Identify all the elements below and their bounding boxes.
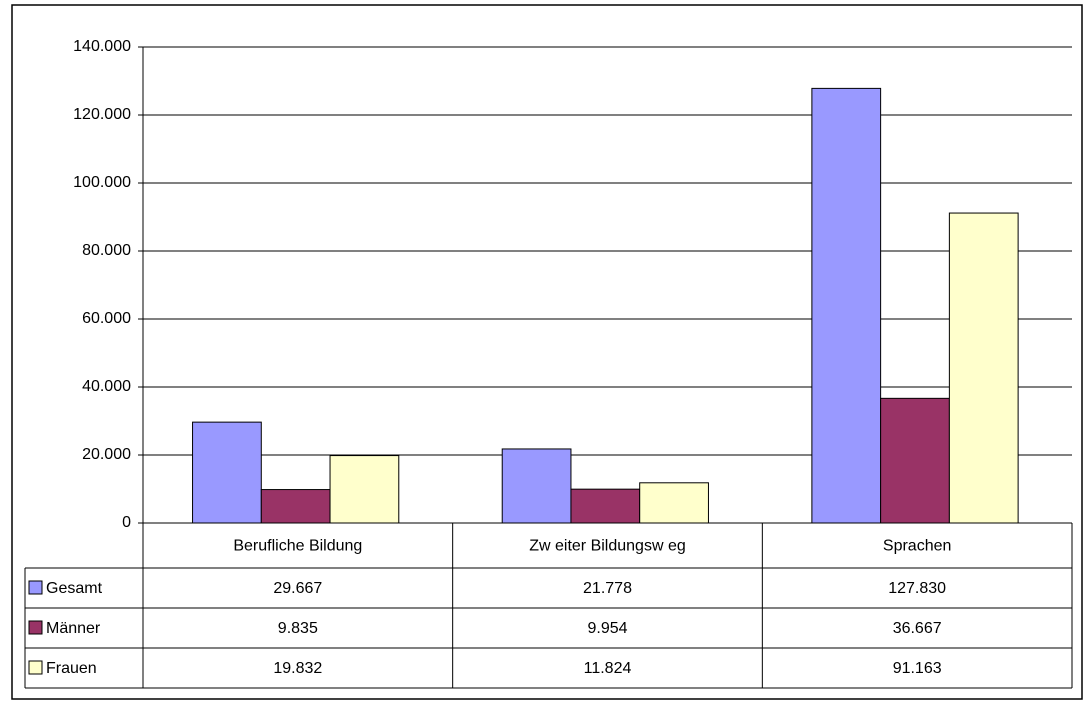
x-tick-label: Berufliche Bildung	[233, 538, 362, 555]
bar	[329, 455, 400, 524]
table-cell: 36.667	[893, 620, 942, 637]
legend-swatch	[28, 580, 43, 595]
legend-swatch	[28, 620, 43, 635]
y-tick-label: 140.000	[73, 38, 131, 55]
bar	[192, 421, 262, 524]
table-cell: 21.778	[583, 580, 632, 597]
y-tick-label: 80.000	[82, 242, 131, 259]
table-cell: 29.667	[273, 580, 322, 597]
bar	[639, 482, 709, 524]
bar	[260, 489, 331, 524]
bar	[570, 488, 641, 524]
y-tick-label: 40.000	[82, 378, 131, 395]
legend-label: Männer	[46, 620, 101, 637]
table-cell: 9.835	[278, 620, 318, 637]
bar	[880, 397, 950, 524]
x-tick-label: Zw eiter Bildungsw eg	[529, 538, 686, 555]
bar	[811, 87, 882, 524]
table-cell: 19.832	[273, 660, 322, 677]
legend-label: Gesamt	[46, 580, 103, 597]
chart-frame	[11, 4, 1083, 700]
y-tick-label: 100.000	[73, 174, 131, 191]
y-tick-label: 60.000	[82, 310, 131, 327]
x-tick-label: Sprachen	[883, 538, 952, 555]
y-tick-label: 20.000	[82, 446, 131, 463]
y-tick-label: 120.000	[73, 106, 131, 123]
y-tick-label: 0	[122, 514, 131, 531]
table-cell: 9.954	[587, 620, 627, 637]
legend-swatch	[28, 660, 43, 675]
bar	[948, 212, 1019, 524]
table-cell: 91.163	[893, 660, 942, 677]
legend-label: Frauen	[46, 660, 97, 677]
table-cell: 127.830	[888, 580, 946, 597]
table-cell: 11.824	[584, 660, 632, 677]
bar	[501, 448, 572, 524]
